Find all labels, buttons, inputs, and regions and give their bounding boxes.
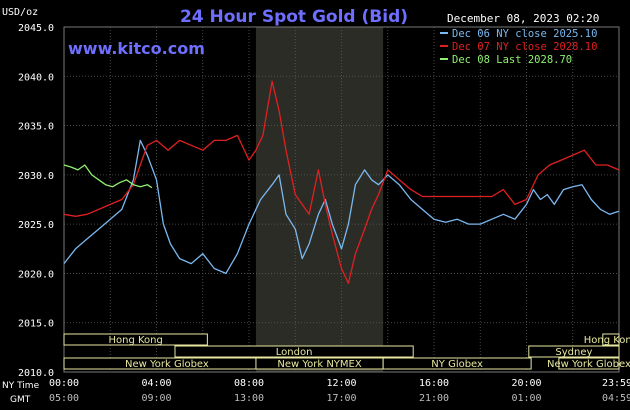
x-tick-ny-label: 23:59: [602, 378, 630, 389]
x-tick-ny-label: 12:00: [326, 378, 356, 389]
x-tick-gmt-label: 05:00: [49, 393, 79, 404]
session-box: Sydney: [528, 345, 620, 358]
y-tick-label: 2035.0: [18, 122, 54, 133]
session-box-frame: [528, 345, 620, 358]
session-box: Hong Kong: [63, 333, 208, 346]
market-sessions: Hong Kong London New York Globex New York N…: [63, 333, 630, 370]
session-box: New York Globex: [547, 357, 630, 370]
session-box: New York NYMEX: [255, 357, 384, 370]
x-axis-ticks: 00:00 04:00 08:00 12:00 16:00 20:00 23:59 05:00…: [49, 378, 630, 404]
x-tick-ny-label: 00:00: [49, 378, 79, 389]
session-box-frame: [382, 357, 532, 370]
gmt-label: GMT: [10, 395, 31, 405]
units-label: USD/oz: [2, 7, 38, 18]
session-box-frame: [558, 357, 620, 370]
legend-item: Dec 06 NY close 2025.10: [440, 28, 597, 40]
series-line: [63, 164, 153, 189]
session-box: New York Globex: [63, 357, 271, 370]
x-tick-gmt-label: 17:00: [326, 393, 356, 404]
nymex-session-shade: [255, 27, 384, 372]
session-box-frame: [602, 333, 620, 346]
x-tick-ny-label: 20:00: [511, 378, 541, 389]
date-stamp: December 08, 2023 02:20: [447, 12, 599, 25]
session-box: NY Globex: [382, 357, 532, 370]
plot-frame: [63, 26, 620, 373]
y-tick-label: 2040.0: [18, 72, 54, 83]
session-label: New York Globex: [125, 359, 209, 370]
session-label: London: [276, 347, 313, 358]
session-label: Hong Kong: [109, 335, 163, 346]
kitco-brand: www.kitco.com: [68, 39, 205, 58]
x-tick-ny-label: 04:00: [141, 378, 171, 389]
session-label: New York NYMEX: [277, 359, 362, 370]
chart-title: 24 Hour Spot Gold (Bid): [180, 7, 408, 27]
session-label: Hong Kong: [584, 335, 630, 346]
y-tick-label: 2010.0: [18, 368, 54, 379]
x-tick-gmt-label: 09:00: [141, 393, 171, 404]
session-label: New York Globex: [547, 359, 630, 370]
x-tick-gmt-label: 04:59: [602, 393, 630, 404]
x-tick-ny-label: 08:00: [234, 378, 264, 389]
y-tick-label: 2030.0: [18, 171, 54, 182]
session-label: Sydney: [555, 347, 592, 358]
series-line: [63, 139, 620, 275]
session-box-frame: [174, 345, 414, 358]
legend-label: Dec 07 NY close 2028.10: [452, 41, 597, 53]
legend-item: Dec 07 NY close 2028.10: [440, 41, 597, 53]
legend-item: Dec 08 Last 2028.70: [440, 54, 572, 66]
x-tick-gmt-label: 01:00: [511, 393, 541, 404]
x-tick-gmt-label: 21:00: [419, 393, 449, 404]
session-box: Hong Kong: [584, 333, 630, 346]
series-line: [63, 80, 620, 284]
legend-label: Dec 08 Last 2028.70: [452, 54, 572, 66]
y-tick-label: 2025.0: [18, 220, 54, 231]
ny-time-label: NY Time: [2, 381, 40, 391]
session-box: London: [174, 345, 414, 358]
legend-label: Dec 06 NY close 2025.10: [452, 28, 597, 40]
y-tick-label: 2020.0: [18, 269, 54, 280]
y-tick-label: 2045.0: [18, 23, 54, 34]
y-tick-label: 2015.0: [18, 319, 54, 330]
price-series: [63, 80, 620, 284]
x-tick-ny-label: 16:00: [419, 378, 449, 389]
x-tick-gmt-label: 13:00: [234, 393, 264, 404]
y-axis-ticks: 2010.0 2015.0 2020.0 2025.0 2030.0 2035.0 2040…: [18, 23, 54, 379]
session-label: NY Globex: [431, 359, 483, 370]
session-box-frame: [63, 333, 208, 346]
